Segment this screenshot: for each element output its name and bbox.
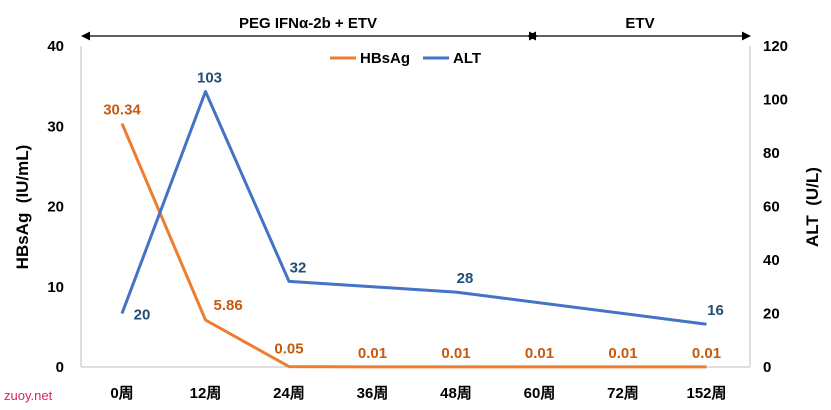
phase-label-etv: ETV [625,15,654,32]
x-tick-label: 24周 [273,385,305,402]
right-tick-label: 120 [763,38,788,55]
x-tick-label: 12周 [190,385,222,402]
x-tick-label: 72周 [607,385,639,402]
data-label-alt: 103 [197,69,222,86]
data-label-hbsag: 5.86 [214,297,243,314]
x-tick-label: 36周 [357,385,389,402]
data-label-hbsag: 30.34 [103,102,141,119]
x-axis-ticks: 0周 12周 24周 36周 48周 60周 72周 152周 [110,385,726,402]
data-label-hbsag: 0.05 [274,341,303,358]
phase-bar: PEG IFNα-2b + ETV ETV [81,15,751,41]
right-tick-label: 20 [763,306,780,323]
left-axis-title: HBsAg (IU/mL) [13,145,32,270]
right-tick-label: 80 [763,145,780,162]
data-label-hbsag: 0.01 [441,345,470,362]
right-axis-title: ALT (U/L) [803,167,822,247]
data-label-hbsag: 0.01 [358,345,387,362]
right-tick-label: 0 [763,359,771,376]
left-tick-label: 30 [47,118,64,135]
data-label-alt: 32 [290,259,307,276]
left-tick-label: 0 [56,359,64,376]
right-tick-label: 40 [763,252,780,269]
data-label-hbsag: 0.01 [692,345,721,362]
right-tick-label: 100 [763,92,788,109]
series-line-hbsag [120,122,707,369]
data-label-hbsag: 0.01 [608,345,637,362]
x-tick-label: 48周 [440,385,472,402]
left-axis-ticks: 0 10 20 30 40 [47,38,64,376]
left-tick-label: 40 [47,38,64,55]
left-tick-label: 20 [47,199,64,216]
data-label-alt: 20 [134,307,151,324]
watermark: zuoy.net [4,388,53,403]
phase-label-peg-etv: PEG IFNα-2b + ETV [239,15,377,32]
right-axis-ticks: 0 20 40 60 80 100 120 [763,38,788,376]
data-label-layer: 30.34 5.86 0.05 0.01 0.01 0.01 0.01 0.01 20 103 32… [103,69,724,361]
data-label-hbsag: 0.01 [525,345,554,362]
left-tick-label: 10 [47,279,64,296]
legend-label-alt: ALT [453,50,481,67]
legend: HBsAg ALT [330,50,481,67]
right-tick-label: 60 [763,199,780,216]
series-layer [120,90,707,369]
data-label-alt: 16 [707,302,724,319]
x-tick-label: 0周 [110,385,133,402]
data-label-alt: 28 [457,270,474,287]
series-line-alt [120,90,707,326]
legend-label-hbsag: HBsAg [360,50,410,67]
x-tick-label: 152周 [686,385,726,402]
plot-area [80,46,751,368]
x-tick-label: 60周 [524,385,556,402]
